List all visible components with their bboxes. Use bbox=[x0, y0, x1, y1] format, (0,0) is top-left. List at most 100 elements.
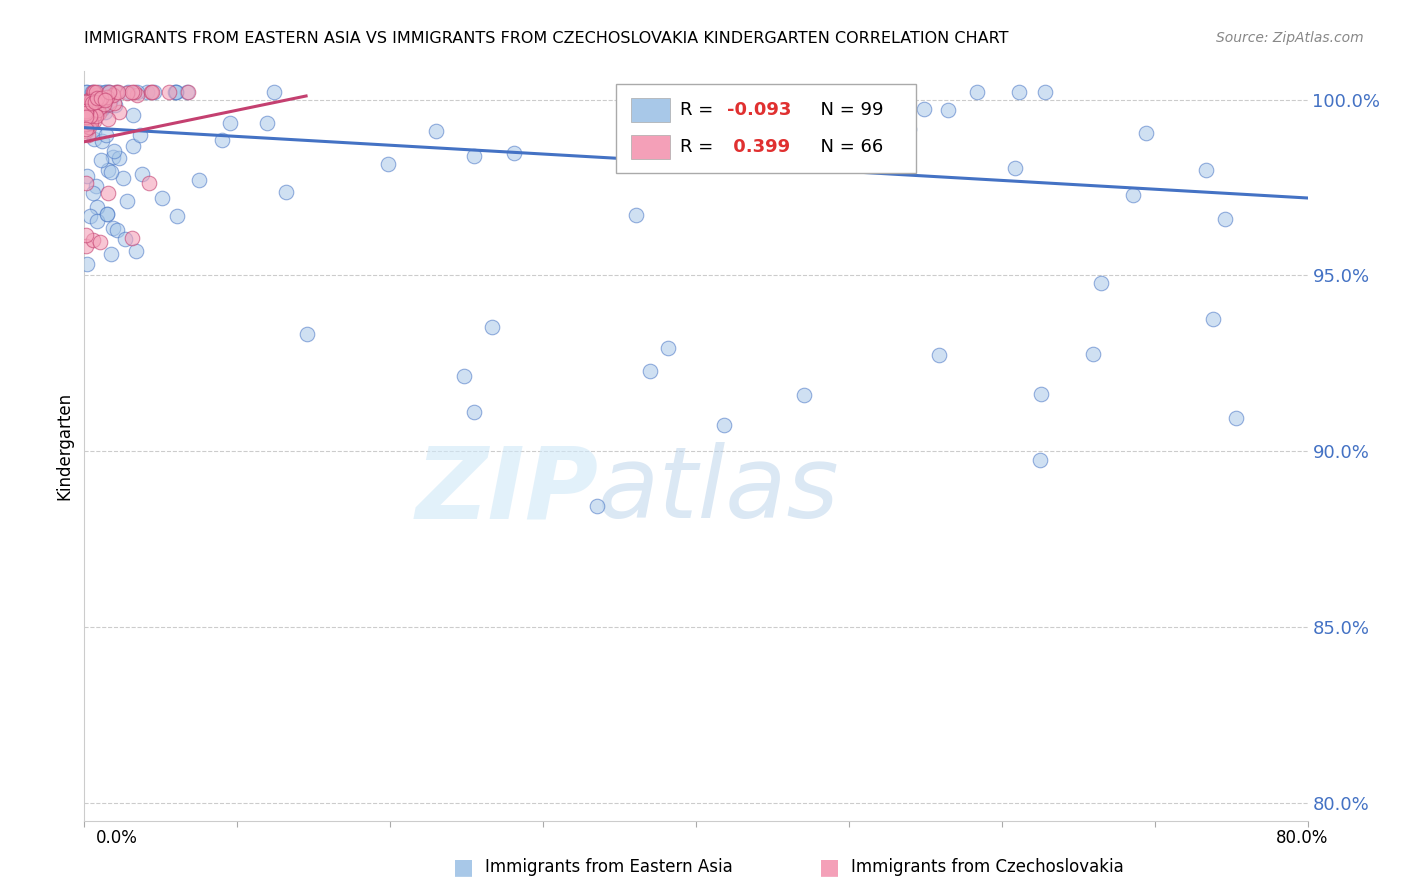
Point bbox=[1008, 86, 1031, 100]
Point bbox=[1202, 312, 1225, 326]
Point bbox=[105, 86, 128, 100]
Point bbox=[263, 86, 285, 100]
Text: ■: ■ bbox=[820, 857, 839, 877]
Point bbox=[125, 244, 148, 259]
Point bbox=[75, 117, 97, 131]
Point bbox=[75, 103, 97, 118]
Point bbox=[177, 86, 200, 100]
Point bbox=[80, 92, 103, 106]
Point bbox=[96, 86, 118, 100]
Point bbox=[165, 86, 187, 100]
Text: 80.0%: 80.0% bbox=[1277, 829, 1329, 847]
Point bbox=[93, 104, 115, 119]
Point bbox=[84, 178, 107, 193]
Point bbox=[75, 239, 97, 253]
Point bbox=[938, 103, 960, 117]
Point bbox=[105, 223, 128, 237]
Point bbox=[79, 209, 101, 223]
Point bbox=[377, 157, 399, 171]
Point bbox=[481, 320, 503, 334]
Point bbox=[91, 100, 114, 114]
Point bbox=[912, 102, 935, 116]
Point bbox=[711, 87, 734, 102]
Point bbox=[117, 86, 139, 100]
Point bbox=[75, 107, 97, 121]
Point bbox=[84, 86, 107, 100]
Point bbox=[127, 88, 149, 103]
Point bbox=[124, 86, 146, 100]
Point bbox=[76, 256, 98, 270]
Point bbox=[111, 171, 134, 186]
Point bbox=[122, 108, 145, 122]
Point bbox=[104, 98, 127, 112]
Point bbox=[142, 86, 165, 100]
Point bbox=[100, 165, 122, 179]
Text: Immigrants from Eastern Asia: Immigrants from Eastern Asia bbox=[485, 858, 733, 876]
Point bbox=[889, 86, 911, 100]
Point bbox=[96, 186, 118, 200]
Point bbox=[75, 105, 97, 120]
Point bbox=[166, 209, 188, 223]
Point bbox=[82, 103, 104, 118]
Point bbox=[86, 91, 108, 105]
Point bbox=[141, 86, 163, 100]
Point bbox=[586, 499, 609, 513]
Point bbox=[82, 86, 104, 100]
Point bbox=[86, 214, 108, 228]
Point bbox=[122, 139, 145, 153]
Point bbox=[115, 194, 138, 208]
Point bbox=[100, 247, 122, 261]
Point bbox=[86, 87, 108, 102]
Point bbox=[1213, 212, 1236, 227]
Point bbox=[1090, 277, 1112, 291]
Point bbox=[75, 104, 97, 119]
Point bbox=[83, 124, 105, 138]
Point bbox=[90, 90, 112, 104]
Point bbox=[103, 145, 125, 159]
Point bbox=[93, 92, 115, 106]
Point bbox=[83, 86, 105, 100]
Point bbox=[966, 86, 988, 100]
Point bbox=[652, 86, 675, 100]
Point bbox=[129, 128, 152, 142]
Point bbox=[75, 110, 97, 124]
Point bbox=[1004, 161, 1026, 175]
Text: ZIP: ZIP bbox=[415, 442, 598, 540]
Point bbox=[1195, 163, 1218, 178]
Point bbox=[96, 90, 118, 104]
Point bbox=[87, 86, 110, 100]
Point bbox=[453, 368, 475, 383]
Point bbox=[94, 94, 117, 108]
Text: Source: ZipAtlas.com: Source: ZipAtlas.com bbox=[1216, 31, 1364, 45]
Point bbox=[101, 150, 124, 164]
Point bbox=[75, 86, 97, 100]
Text: Immigrants from Czechoslovakia: Immigrants from Czechoslovakia bbox=[851, 858, 1123, 876]
Point bbox=[256, 116, 278, 130]
Point bbox=[503, 146, 526, 161]
Point bbox=[141, 86, 163, 100]
Point bbox=[90, 153, 112, 167]
Point bbox=[82, 186, 104, 200]
Point bbox=[98, 97, 121, 112]
Point bbox=[82, 90, 104, 104]
Point bbox=[90, 103, 112, 117]
Point bbox=[84, 109, 107, 123]
Point bbox=[94, 99, 117, 113]
Text: ■: ■ bbox=[454, 857, 474, 877]
Point bbox=[135, 86, 157, 100]
Point bbox=[107, 86, 129, 100]
Point bbox=[77, 128, 100, 142]
Point bbox=[101, 221, 124, 235]
Point bbox=[75, 95, 97, 109]
Point bbox=[75, 124, 97, 138]
Point bbox=[1033, 86, 1056, 100]
Point bbox=[79, 98, 101, 112]
Point bbox=[108, 151, 131, 165]
Point bbox=[98, 86, 121, 100]
Point bbox=[84, 106, 107, 120]
Point bbox=[91, 92, 114, 106]
Point bbox=[624, 208, 647, 222]
Point bbox=[97, 112, 120, 126]
Point bbox=[83, 132, 105, 146]
Point bbox=[105, 86, 128, 100]
